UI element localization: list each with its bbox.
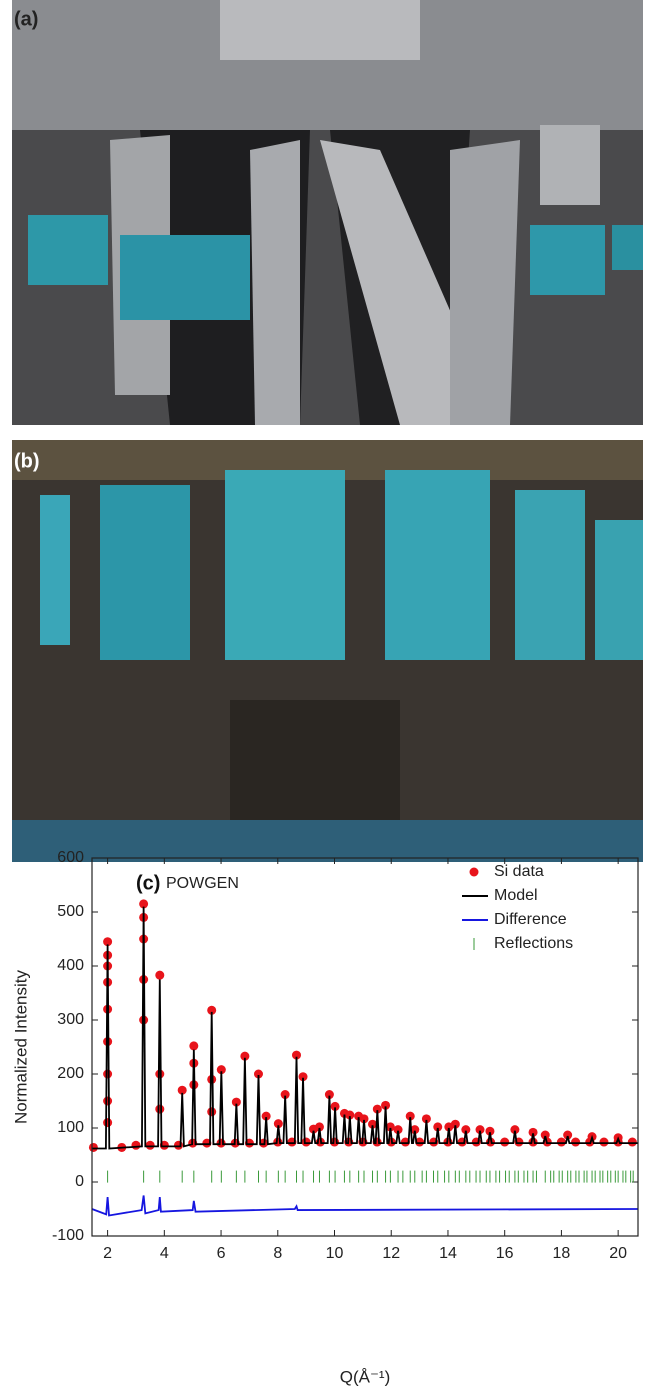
data-point [103, 1070, 112, 1079]
data-point [557, 1138, 566, 1147]
y-tick-label: -100 [52, 1227, 84, 1244]
series-line [92, 1196, 638, 1216]
data-point [103, 1118, 112, 1127]
legend-label: Reflections [494, 935, 573, 952]
data-point [217, 1139, 226, 1148]
data-point [174, 1141, 183, 1150]
y-tick-label: 0 [75, 1173, 84, 1190]
x-tick-label: 2 [103, 1245, 112, 1262]
x-tick-label: 16 [496, 1245, 514, 1262]
data-point [155, 1070, 164, 1079]
figure: (a) (b) (c) POWGEN Q(Å⁻¹) Normalized Intens… [0, 0, 645, 1391]
data-point [500, 1138, 509, 1147]
y-tick-label: 600 [57, 849, 84, 866]
data-point [189, 1041, 198, 1050]
data-point [628, 1138, 637, 1147]
legend-label: Si data [494, 863, 544, 880]
photo-b [12, 440, 643, 862]
x-tick-label: 10 [326, 1245, 344, 1262]
panel-label: (c) [136, 872, 160, 894]
y-axis-label: Normalized Intensity [11, 970, 30, 1125]
x-tick-label: 8 [273, 1245, 282, 1262]
data-point [571, 1138, 580, 1147]
data-point [103, 1097, 112, 1106]
photo-a [12, 0, 643, 425]
panel-label: (a) [14, 8, 38, 30]
legend-label: Model [494, 887, 538, 904]
chart: (c) POWGEN Q(Å⁻¹) Normalized Intensity -100 0… [11, 849, 638, 1386]
y-tick-label: 200 [57, 1065, 84, 1082]
legend-symbol [470, 868, 479, 877]
x-tick-label: 12 [382, 1245, 400, 1262]
data-point [207, 1107, 216, 1116]
data-point [302, 1138, 311, 1147]
y-tick-label: 100 [57, 1119, 84, 1136]
x-tick-label: 14 [439, 1245, 457, 1262]
data-point [146, 1141, 155, 1150]
y-tick-label: 500 [57, 903, 84, 920]
x-axis-label: Q(Å⁻¹) [340, 1367, 391, 1386]
y-tick-label: 400 [57, 957, 84, 974]
data-point [131, 1141, 140, 1150]
x-tick-label: 4 [160, 1245, 169, 1262]
panel-label: (b) [14, 450, 40, 472]
x-tick-label: 6 [217, 1245, 226, 1262]
x-tick-label: 18 [553, 1245, 571, 1262]
data-point [529, 1138, 538, 1147]
x-tick-label: 20 [609, 1245, 627, 1262]
data-point [155, 1105, 164, 1114]
data-point [599, 1138, 608, 1147]
y-tick-label: 300 [57, 1011, 84, 1028]
legend-label: Difference [494, 911, 567, 928]
data-point [155, 971, 164, 980]
annotation: POWGEN [166, 875, 239, 892]
data-point [89, 1143, 98, 1152]
